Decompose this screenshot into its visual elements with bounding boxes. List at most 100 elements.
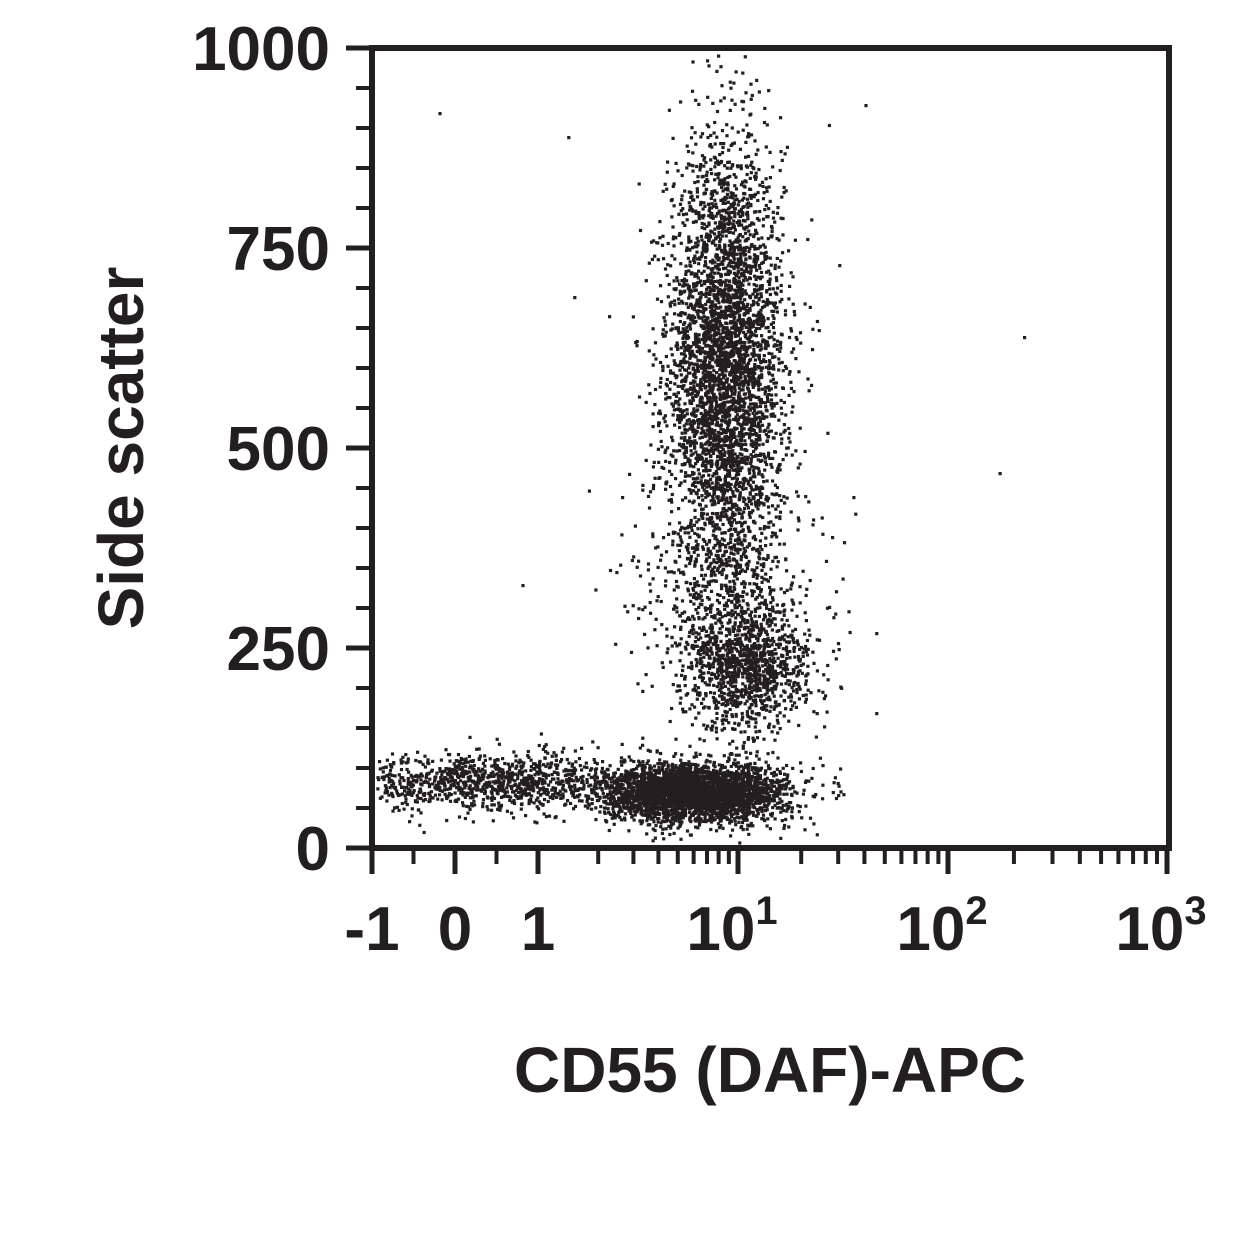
data-point xyxy=(664,550,669,554)
data-point xyxy=(392,761,396,765)
data-point xyxy=(774,507,778,511)
data-point xyxy=(686,162,691,166)
data-point xyxy=(726,468,730,473)
data-point xyxy=(703,179,708,184)
data-point xyxy=(787,335,792,340)
data-point xyxy=(713,227,717,231)
data-point xyxy=(736,466,740,470)
data-point xyxy=(408,820,412,824)
data-point xyxy=(726,517,730,521)
data-point xyxy=(635,344,639,348)
data-point xyxy=(724,211,728,215)
data-point xyxy=(783,309,788,313)
data-point xyxy=(682,290,686,294)
data-point xyxy=(731,444,735,448)
data-point xyxy=(719,488,723,492)
data-point xyxy=(723,195,727,200)
data-point xyxy=(780,412,784,416)
data-point xyxy=(701,174,705,178)
data-point xyxy=(743,432,747,436)
data-point xyxy=(684,431,688,435)
data-point xyxy=(719,423,723,427)
data-point xyxy=(787,249,791,253)
data-point xyxy=(727,362,731,366)
data-point xyxy=(729,143,733,147)
data-point xyxy=(756,344,760,349)
data-point xyxy=(453,768,457,772)
data-point xyxy=(710,323,714,327)
data-point xyxy=(729,428,733,432)
data-point xyxy=(719,431,723,435)
data-point xyxy=(473,773,477,777)
data-point xyxy=(686,439,690,443)
data-point xyxy=(427,785,432,789)
data-point xyxy=(679,384,684,389)
data-point xyxy=(735,438,739,442)
data-point xyxy=(709,385,714,389)
data-point xyxy=(737,401,741,405)
data-point xyxy=(694,319,698,323)
data-point xyxy=(734,418,738,422)
data-point xyxy=(747,512,751,517)
data-point xyxy=(710,190,714,194)
data-point xyxy=(466,779,470,783)
data-point xyxy=(395,791,399,795)
data-point xyxy=(704,394,708,398)
data-point xyxy=(750,502,754,506)
data-point xyxy=(734,187,739,191)
data-point xyxy=(729,333,733,337)
data-point xyxy=(774,276,778,280)
data-point xyxy=(729,495,733,500)
data-point xyxy=(724,378,728,382)
data-point xyxy=(468,735,472,739)
data-point xyxy=(725,429,729,433)
data-point xyxy=(752,449,756,454)
data-point xyxy=(771,364,776,368)
data-point xyxy=(659,360,663,365)
data-point xyxy=(687,235,691,239)
data-point xyxy=(709,579,713,583)
data-point xyxy=(663,319,667,323)
data-point xyxy=(390,791,394,795)
data-point xyxy=(734,238,738,242)
data-point xyxy=(468,796,472,800)
data-point xyxy=(721,335,725,339)
data-point xyxy=(716,225,720,229)
data-point xyxy=(510,800,514,804)
data-point xyxy=(685,374,689,378)
data-point xyxy=(651,239,656,243)
data-point xyxy=(652,483,656,487)
data-point xyxy=(701,435,705,439)
data-point xyxy=(689,557,693,561)
data-point xyxy=(741,381,745,385)
data-point xyxy=(696,239,700,243)
data-point xyxy=(703,331,707,335)
data-point xyxy=(387,793,391,797)
data-point xyxy=(703,191,707,195)
data-point xyxy=(505,790,509,794)
data-point xyxy=(726,426,730,430)
data-point xyxy=(729,253,733,257)
data-point xyxy=(688,294,692,298)
data-point xyxy=(692,577,696,581)
data-point xyxy=(738,398,743,402)
data-point xyxy=(661,368,665,373)
data-point xyxy=(519,807,523,811)
data-point xyxy=(721,255,725,260)
data-point xyxy=(761,260,765,264)
data-point xyxy=(717,499,721,503)
data-point xyxy=(742,249,746,253)
data-point xyxy=(461,793,465,797)
data-point xyxy=(671,371,675,375)
data-point xyxy=(419,778,423,782)
data-point xyxy=(757,379,761,383)
data-point xyxy=(728,372,732,376)
data-point xyxy=(773,267,777,271)
data-point xyxy=(723,246,727,250)
data-point xyxy=(761,416,765,420)
data-point xyxy=(699,234,703,238)
data-point xyxy=(661,364,665,368)
data-point xyxy=(702,364,706,369)
data-point xyxy=(440,798,444,802)
data-point xyxy=(406,780,410,784)
